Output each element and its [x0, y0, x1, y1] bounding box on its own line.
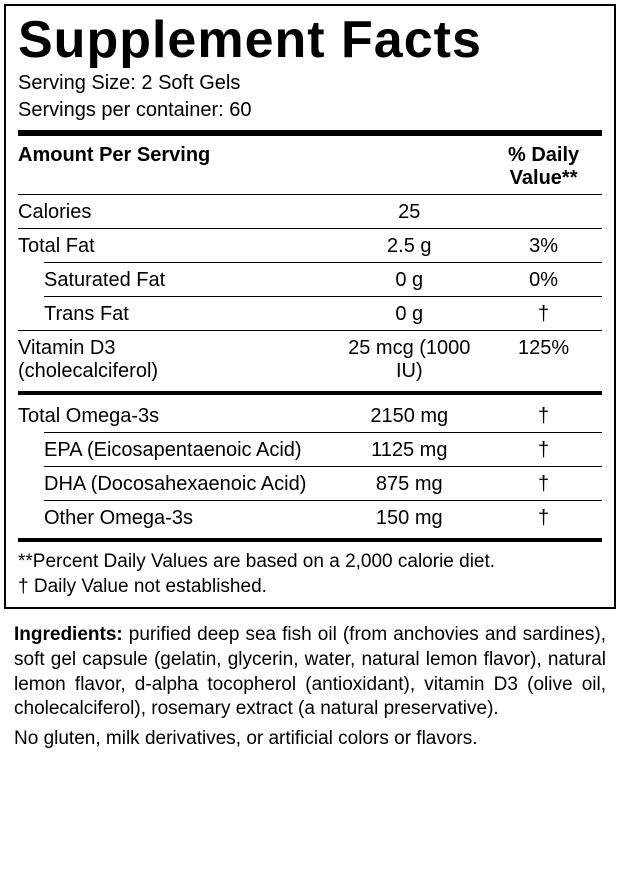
epa-dv: † [485, 439, 602, 462]
vitamin-d3-amount: 25 mcg (1000 IU) [333, 337, 485, 383]
row-dha: DHA (Docosahexaenoic Acid) 875 mg † [18, 467, 602, 500]
servings-per-container-line: Servings per container: 60 [18, 97, 602, 124]
dha-dv: † [485, 473, 602, 496]
vitamin-d3-name: Vitamin D3 [18, 337, 333, 360]
row-vitamin-d3: Vitamin D3 (cholecalciferol) 25 mcg (100… [18, 331, 602, 387]
other-omega3-amount: 150 mg [333, 507, 485, 530]
total-omega3-name: Total Omega-3s [18, 405, 333, 428]
rule-medium [18, 538, 602, 542]
rule-thick [18, 130, 602, 136]
servings-per-container-value: 60 [229, 99, 251, 121]
trans-fat-name: Trans Fat [18, 303, 129, 326]
dha-name: DHA (Docosahexaenoic Acid) [18, 473, 306, 496]
serving-size-label: Serving Size: [18, 72, 136, 94]
other-omega3-dv: † [485, 507, 602, 530]
saturated-fat-amount: 0 g [333, 269, 485, 292]
serving-size-value: 2 Soft Gels [141, 72, 240, 94]
vitamin-d3-dv: 125% [485, 337, 602, 360]
trans-fat-dv: † [485, 303, 602, 326]
saturated-fat-dv: 0% [485, 269, 602, 292]
row-epa: EPA (Eicosapentaenoic Acid) 1125 mg † [18, 433, 602, 466]
epa-name: EPA (Eicosapentaenoic Acid) [18, 439, 302, 462]
total-fat-dv: 3% [485, 235, 602, 258]
supplement-facts-panel: Supplement Facts Serving Size: 2 Soft Ge… [4, 4, 616, 609]
row-saturated-fat: Saturated Fat 0 g 0% [18, 263, 602, 296]
total-omega3-amount: 2150 mg [333, 405, 485, 428]
footnote-percent-dv: **Percent Daily Values are based on a 2,… [18, 550, 602, 575]
servings-per-container-label: Servings per container: [18, 99, 224, 121]
rule-medium [18, 391, 602, 395]
panel-title: Supplement Facts [18, 14, 602, 66]
saturated-fat-name: Saturated Fat [18, 269, 165, 292]
serving-size-line: Serving Size: 2 Soft Gels [18, 70, 602, 97]
other-omega3-name: Other Omega-3s [18, 507, 193, 530]
row-other-omega3: Other Omega-3s 150 mg † [18, 501, 602, 534]
vitamin-d3-subname: (cholecalciferol) [18, 360, 333, 382]
no-gluten-line: No gluten, milk derivatives, or artifici… [0, 726, 620, 756]
epa-amount: 1125 mg [333, 439, 485, 462]
row-trans-fat: Trans Fat 0 g † [18, 297, 602, 330]
calories-name: Calories [18, 201, 333, 224]
table-header: Amount Per Serving % Daily Value** [18, 138, 602, 194]
row-total-fat: Total Fat 2.5 g 3% [18, 229, 602, 262]
row-calories: Calories 25 [18, 195, 602, 228]
total-omega3-dv: † [485, 405, 602, 428]
footnote-dagger: † Daily Value not established. [18, 575, 602, 600]
ingredients-block: Ingredients: purified deep sea fish oil … [0, 613, 620, 726]
ingredients-label: Ingredients: [14, 624, 123, 645]
dha-amount: 875 mg [333, 473, 485, 496]
footnotes: **Percent Daily Values are based on a 2,… [18, 546, 602, 601]
total-fat-name: Total Fat [18, 235, 333, 258]
trans-fat-amount: 0 g [333, 303, 485, 326]
row-total-omega3: Total Omega-3s 2150 mg † [18, 399, 602, 432]
header-daily-value: % Daily Value** [485, 144, 602, 190]
total-fat-amount: 2.5 g [333, 235, 485, 258]
header-amount-per-serving: Amount Per Serving [18, 144, 333, 190]
calories-amount: 25 [333, 201, 485, 224]
